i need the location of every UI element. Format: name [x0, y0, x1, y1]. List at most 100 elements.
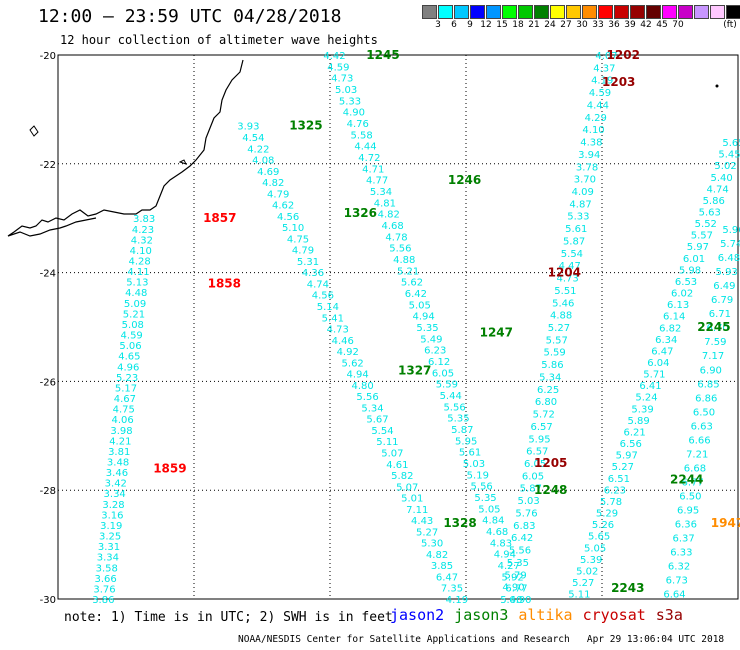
swh-value: 7.59 [704, 337, 726, 348]
swh-value: 4.74 [707, 184, 729, 195]
swh-value: 4.27 [498, 561, 520, 572]
swh-value: 3.16 [101, 510, 123, 521]
swh-value: 4.54 [242, 133, 264, 144]
legend-swatch [678, 5, 693, 19]
swh-value: 4.68 [486, 527, 508, 538]
swh-value: 5.54 [561, 249, 583, 260]
swh-value: 6.77 [682, 477, 704, 488]
legend-label: 3 [435, 20, 441, 30]
swh-value: 4.10 [130, 246, 152, 257]
swh-value: 7.21 [686, 449, 708, 460]
swh-value: 5.44 [440, 391, 462, 402]
swh-value: 6.33 [670, 548, 692, 559]
swh-value: 4.84 [482, 516, 504, 527]
swh-value: 5.34 [370, 187, 392, 198]
pass-time-label: 1858 [208, 276, 241, 290]
map-frame [57, 54, 739, 600]
pass-time-label: 1248 [534, 483, 567, 497]
swh-value: 6.63 [691, 421, 713, 432]
swh-value: 3.83 [133, 214, 155, 225]
swh-value: 4.67 [114, 394, 136, 405]
swh-value: 5.07 [381, 449, 403, 460]
swh-value: 6.50 [693, 407, 715, 418]
pass-time-label: 2244 [670, 472, 703, 486]
pass-time-label: 1245 [366, 48, 399, 62]
swh-value: 6.77 [505, 584, 527, 595]
legend-label: 33 [592, 20, 604, 30]
swh-value: 5.31 [297, 257, 319, 268]
swh-value: 3.31 [98, 542, 120, 553]
swh-value: 5.62 [401, 278, 423, 289]
legend-label: (ft) [723, 20, 737, 30]
swh-value: 7.35 [441, 584, 463, 595]
swh-value: 6.80 [535, 397, 557, 408]
swh-value: 5.56 [356, 392, 378, 403]
swh-value: 5.30 [421, 539, 443, 550]
swh-value: 6.47 [436, 572, 458, 583]
swh-value: 6.42 [511, 533, 533, 544]
swh-value: 6.42 [405, 289, 427, 300]
swh-value: 6.50 [679, 491, 701, 502]
y-tick-label: -22 [40, 160, 56, 171]
swh-value: 5.86 [703, 196, 725, 207]
swh-value: 4.38 [580, 138, 602, 149]
legend-swatch [534, 5, 549, 19]
swh-value: 3.25 [99, 532, 121, 543]
pass-time-label: 1857 [203, 211, 236, 225]
island [715, 84, 719, 88]
swh-value: 5.34 [539, 372, 561, 383]
swh-value: 4.90 [343, 108, 365, 119]
swh-value: 4.07 [595, 51, 617, 62]
swh-value: 3.98 [110, 426, 132, 437]
swh-value: 3.58 [96, 563, 118, 574]
swh-value: 5.21 [123, 309, 145, 320]
swh-value: 6.90 [509, 595, 531, 605]
satellite-jason2: jason2 [390, 606, 445, 624]
swh-value: 5.59 [436, 380, 458, 391]
coastline [7, 59, 244, 237]
swh-value: 3.70 [574, 175, 596, 186]
swh-value: 5.35 [507, 558, 529, 569]
satellite-altika: altika [518, 606, 573, 624]
swh-value: 4.74 [307, 279, 329, 290]
legend-swatch [630, 5, 645, 19]
pass-time-label: 1947 [711, 516, 740, 530]
legend-swatch [470, 5, 485, 19]
swh-value: 5.27 [612, 462, 634, 473]
swh-value: 6.36 [675, 519, 697, 530]
swh-value: 4.65 [118, 352, 140, 363]
swh-value: 5.82 [391, 471, 413, 482]
swh-value: 4.73 [331, 74, 353, 85]
swh-value: 5.98 [679, 265, 701, 276]
swh-value: 4.09 [572, 187, 594, 198]
swh-value: 6.05 [524, 459, 546, 470]
swh-value: 6.53 [675, 277, 697, 288]
swh-value: 5.87 [451, 425, 473, 436]
swh-value: 5.87 [520, 484, 542, 495]
swh-value: 6.12 [428, 357, 450, 368]
swh-value: 5.03 [518, 496, 540, 507]
swh-value: 5.65 [588, 532, 610, 543]
swh-value: 5.35 [474, 493, 496, 504]
x-tick-label: -36 [452, 604, 468, 605]
swh-value: 5.10 [282, 223, 304, 234]
swh-value: 6.37 [672, 533, 694, 544]
x-tick-label: -39 [316, 604, 332, 605]
x-tick-label: -30 [724, 604, 740, 605]
swh-value: 5.46 [552, 298, 574, 309]
satellite-legend: jason2 jason3 altika cryosat s3a [390, 606, 693, 624]
swh-value: 4.59 [121, 331, 143, 342]
swh-value: 5.33 [339, 96, 361, 107]
swh-value: 6.57 [530, 422, 552, 433]
swh-value: 3.94 [578, 150, 600, 161]
swh-value: 4.56 [312, 291, 334, 302]
swh-value: 6.95 [677, 505, 699, 516]
legend-label: 45 [656, 20, 668, 30]
swh-value: 4.75 [287, 234, 309, 245]
swh-value: 5.40 [500, 595, 522, 605]
swh-value: 4.78 [385, 232, 407, 243]
swh-value: 5.72 [533, 410, 555, 421]
swh-value: 6.13 [667, 300, 689, 311]
swh-value: 4.08 [252, 156, 274, 167]
pass-time-label: 1205 [534, 456, 567, 470]
